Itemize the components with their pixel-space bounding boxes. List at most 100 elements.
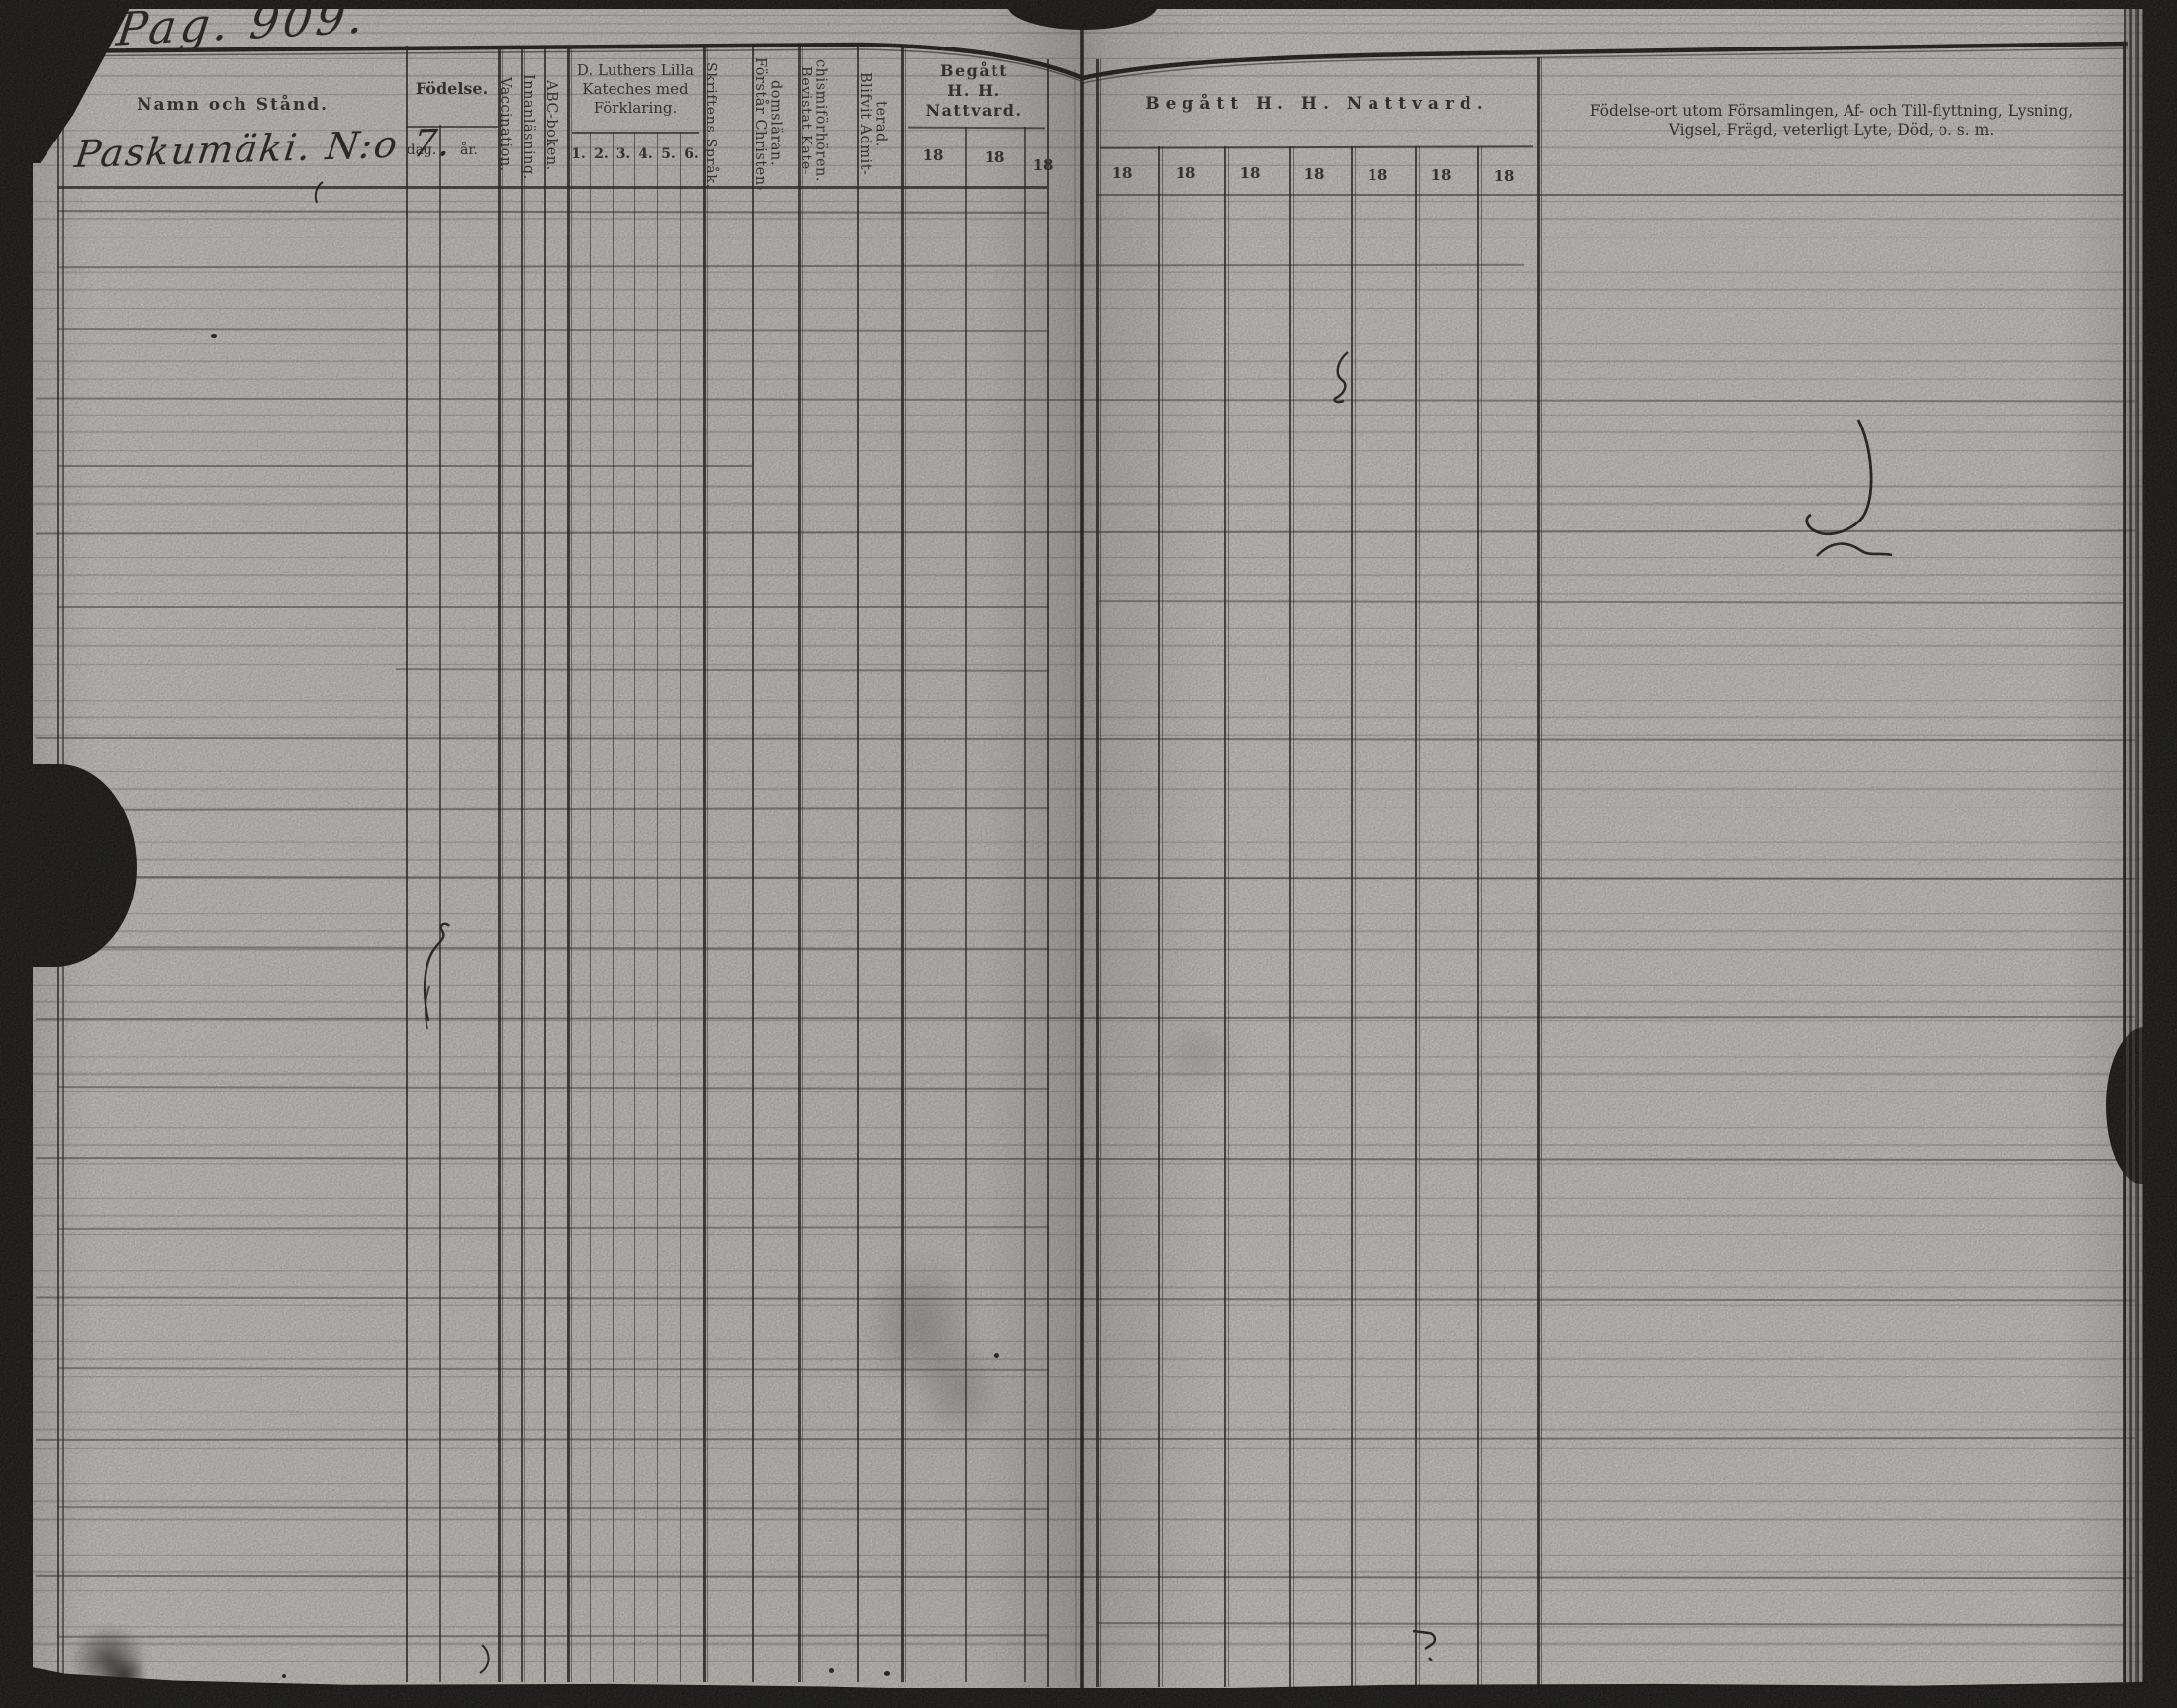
column-header-line: Begått bbox=[939, 61, 1009, 80]
grid-vline bbox=[798, 46, 801, 1682]
grid-vline bbox=[901, 46, 904, 1682]
column-header-admitted: Blifvit Admit- terad. bbox=[857, 49, 901, 198]
column-header-line: Kateches med bbox=[582, 79, 689, 98]
column-header-communion-right: Begått H. H. Nattvard. bbox=[1145, 94, 1489, 114]
column-header-line: Vaccination. bbox=[497, 77, 514, 172]
column-header-line: Födelse-ort utom Församlingen, Af- och T… bbox=[1589, 102, 2074, 120]
ink-dot bbox=[211, 334, 217, 338]
ink-dot bbox=[994, 1353, 999, 1358]
grid-vline bbox=[1477, 146, 1479, 1687]
catechism-subcolumn-label: 3. bbox=[615, 146, 631, 162]
column-header-line: H. H. Nattvard. bbox=[925, 81, 1023, 120]
column-header-line: Förklaring. bbox=[593, 98, 678, 117]
grid-vline bbox=[1224, 146, 1226, 1687]
column-header-line: chismiförhören. bbox=[812, 59, 829, 182]
column-header-vaccination: Vaccination. bbox=[497, 55, 521, 194]
year-column-label: 18 bbox=[1367, 166, 1388, 184]
column-header-understands-christianity: Förstår Christen- domsläran. bbox=[752, 49, 798, 198]
grid-vline bbox=[544, 46, 546, 1682]
grid-vline bbox=[1289, 146, 1291, 1687]
grid-vline bbox=[965, 127, 967, 1682]
column-header-birth: Födelse. bbox=[415, 79, 489, 98]
grid-vline bbox=[1096, 59, 1099, 1687]
grid-vline bbox=[1162, 146, 1163, 1687]
grid-vline bbox=[521, 46, 523, 1682]
year-column-label: 18 bbox=[1303, 165, 1325, 183]
column-header-birth-day: dag. bbox=[406, 142, 437, 158]
column-header-abc-book: ABC-boken. bbox=[543, 55, 567, 196]
grid-vline bbox=[1228, 146, 1229, 1687]
column-header-line: Skriftens Språk. bbox=[703, 62, 719, 189]
grid-hline bbox=[57, 465, 752, 467]
grid-vline bbox=[1355, 146, 1356, 1687]
year-column-label: 18 bbox=[1111, 164, 1133, 182]
grid-vline bbox=[680, 132, 682, 1682]
column-header-attended-examinations: Bevistat Kate- chismiförhören. bbox=[798, 44, 857, 198]
column-header-line: D. Luthers Lilla bbox=[576, 61, 695, 79]
grid-vline bbox=[1100, 59, 1102, 1687]
column-header-line: terad. bbox=[872, 100, 889, 147]
ink-dot bbox=[829, 1668, 834, 1673]
column-header-catechism: D. Luthers Lilla Kateches med Förklaring… bbox=[570, 61, 701, 117]
grid-vline bbox=[634, 132, 636, 1682]
grid-vline bbox=[590, 132, 592, 1682]
year-column-label: 18 bbox=[1493, 167, 1515, 185]
grid-vline bbox=[857, 46, 859, 1682]
grid-vline bbox=[703, 46, 706, 1682]
grid-vline bbox=[1024, 127, 1026, 1682]
ink-dot bbox=[282, 1674, 286, 1678]
grid-vline bbox=[1537, 57, 1540, 1687]
grid-vline bbox=[1351, 146, 1353, 1687]
column-header-reading: Innanläsning. bbox=[521, 55, 544, 199]
grid-vline bbox=[524, 46, 525, 1682]
grid-hline bbox=[572, 132, 699, 134]
grid-vline bbox=[752, 46, 754, 1682]
grid-vline bbox=[657, 132, 659, 1682]
catechism-subcolumn-label: 1. bbox=[571, 146, 586, 162]
grid-vline bbox=[1419, 146, 1420, 1687]
grid-vline bbox=[439, 125, 441, 1682]
year-column-label: 18 bbox=[1175, 164, 1196, 182]
year-column-label: 18 bbox=[1430, 166, 1452, 184]
year-column-label: 18 bbox=[1239, 164, 1261, 182]
catechism-subcolumn-label: 2. bbox=[594, 146, 609, 162]
year-column-label: 18 bbox=[922, 146, 944, 164]
year-column-label: 18 bbox=[1032, 156, 1054, 174]
catechism-subcolumn-label: 5. bbox=[661, 146, 676, 162]
grid-hline bbox=[57, 606, 1049, 608]
column-header-scripture-language: Skriftens Språk. bbox=[703, 55, 752, 196]
column-header-line: Innanläsning. bbox=[521, 74, 537, 180]
column-header-name-and-rank: Namn och Stånd. bbox=[136, 95, 330, 115]
grid-vline bbox=[613, 132, 615, 1682]
catechism-subcolumn-label: 4. bbox=[638, 146, 653, 162]
grid-vline bbox=[707, 46, 708, 1682]
grid-vline bbox=[1158, 146, 1160, 1687]
column-header-line: Vigsel, Frägd, veterligt Lyte, Död, o. s… bbox=[1668, 121, 1995, 140]
column-header-birth-year: år. bbox=[460, 142, 478, 158]
column-header-line: ABC-boken. bbox=[543, 80, 560, 171]
column-header-communion-left: Begått H. H. Nattvard. bbox=[901, 61, 1047, 121]
ink-dot bbox=[884, 1671, 890, 1676]
grid-vline bbox=[498, 46, 501, 1682]
paper-background bbox=[32, 6, 2147, 1688]
grid-vline bbox=[502, 46, 503, 1682]
grid-vline bbox=[1293, 146, 1294, 1687]
grid-vline bbox=[567, 46, 570, 1682]
column-header-line: Bevistat Kate- bbox=[798, 65, 814, 176]
grid-vline bbox=[1481, 146, 1482, 1687]
grid-vline bbox=[905, 46, 906, 1682]
scan-edge-right bbox=[2143, 0, 2177, 1708]
column-header-line: Förstår Christen- bbox=[752, 56, 769, 191]
grid-vline bbox=[1415, 146, 1417, 1687]
grid-vline bbox=[1541, 57, 1543, 1687]
grid-vline bbox=[571, 46, 572, 1682]
grid-vline bbox=[1047, 59, 1049, 1687]
grid-vline bbox=[406, 46, 408, 1682]
catechism-subcolumn-label: 6. bbox=[684, 146, 699, 162]
grid-vline bbox=[802, 46, 803, 1682]
page-edge-texture bbox=[2124, 9, 2145, 1708]
year-column-label: 18 bbox=[984, 148, 1005, 166]
grid-hline bbox=[1096, 194, 2123, 196]
column-header-line: domsläran. bbox=[767, 80, 784, 167]
